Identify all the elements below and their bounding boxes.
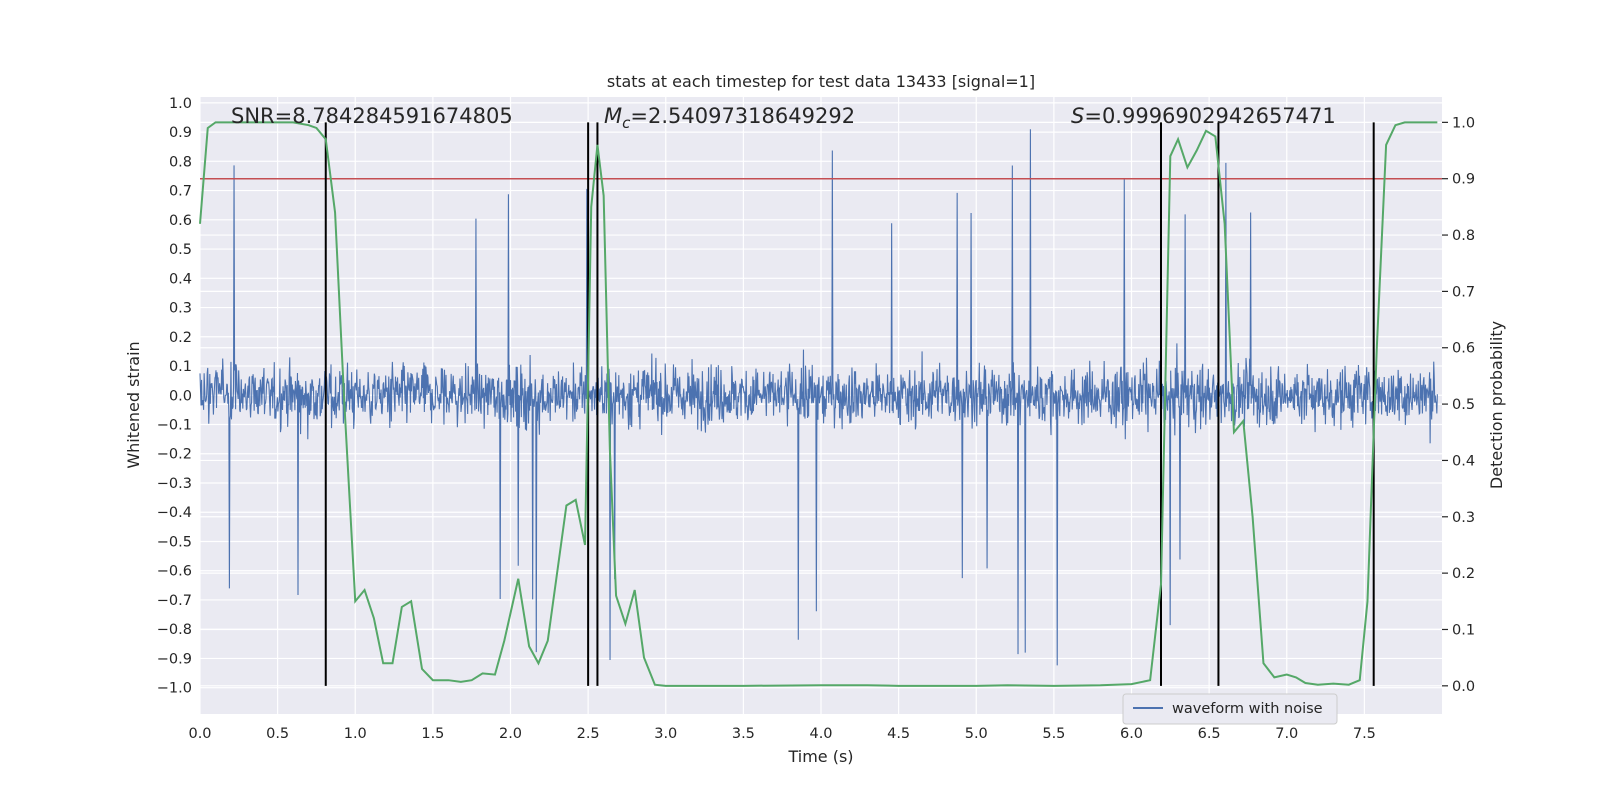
x-tick-label: 6.5 — [1198, 726, 1221, 742]
y-left-tick-label: 0.4 — [169, 271, 192, 287]
axis-ticks: 0.0 0.5 1.0 1.5 2.0 2.5 3.0 3.5 4.0 4.5 5.0 5.5 6.0 6… — [157, 96, 1475, 742]
x-tick-label: 3.0 — [654, 726, 677, 742]
y-right-tick-label: 0.3 — [1452, 510, 1475, 526]
y-axis-right-label: Detection probability — [1487, 321, 1506, 489]
x-tick-label: 7.0 — [1275, 726, 1298, 742]
y-left-tick-label: −0.6 — [157, 564, 192, 580]
y-left-tick-label: −1.0 — [157, 681, 192, 697]
y-left-tick-label: 0.6 — [169, 213, 192, 229]
y-right-tick-label: 0.4 — [1452, 453, 1475, 469]
x-tick-label: 6.0 — [1120, 726, 1143, 742]
y-left-tick-label: −0.9 — [157, 651, 192, 667]
y-right-tick-label: 0.9 — [1452, 172, 1475, 188]
x-tick-label: 3.5 — [732, 726, 755, 742]
y-left-tick-label: 0.5 — [169, 242, 192, 258]
y-right-tick-label: 0.8 — [1452, 228, 1475, 244]
y-left-tick-label: −0.1 — [157, 418, 192, 434]
waveform-series — [199, 129, 1438, 666]
y-left-tick-label: 0.1 — [169, 359, 192, 375]
y-left-tick-label: 0.3 — [169, 301, 192, 317]
x-tick-label: 5.0 — [965, 726, 988, 742]
legend-box — [1122, 693, 1338, 725]
x-tick-label: 1.0 — [344, 726, 367, 742]
snr-annotation: SNR=8.784284591674805 — [231, 104, 513, 128]
x-tick-label: 0.5 — [266, 726, 289, 742]
y-right-tick-label: 0.6 — [1452, 341, 1475, 357]
mc-annotation: Mc=2.54097318649292 — [604, 104, 855, 132]
y-left-tick-label: −0.4 — [157, 505, 192, 521]
y-left-tick-label: 0.8 — [169, 154, 192, 170]
x-tick-label: 2.0 — [499, 726, 522, 742]
x-tick-label: 5.5 — [1042, 726, 1065, 742]
y-left-tick-label: 1.0 — [169, 96, 192, 112]
mc-value: =2.54097318649292 — [630, 104, 855, 128]
mc-subscript: c — [622, 114, 631, 132]
mc-symbol: M — [604, 104, 622, 128]
y-left-tick-label: 0.2 — [169, 330, 192, 346]
y-left-tick-label: 0.0 — [169, 388, 192, 404]
y-right-tick-label: 0.2 — [1452, 566, 1475, 582]
legend-entry-waveform: waveform with noise — [1172, 701, 1323, 717]
chart-title: stats at each timestep for test data 134… — [607, 72, 1035, 91]
x-tick-label: 4.0 — [809, 726, 832, 742]
y-right-tick-label: 0.7 — [1452, 284, 1475, 300]
detection-probability-series — [199, 121, 1438, 687]
y-right-tick-label: 0.1 — [1452, 622, 1475, 638]
x-tick-label: 0.0 — [188, 726, 211, 742]
y-right-tick-label: 0.5 — [1452, 397, 1475, 413]
s-annotation: S=0.9996902942657471 — [1071, 104, 1336, 128]
legend: waveform with noise — [1122, 693, 1338, 725]
y-left-tick-label: −0.8 — [157, 622, 192, 638]
y-left-tick-label: −0.2 — [157, 447, 192, 463]
y-left-tick-label: 0.7 — [169, 184, 192, 200]
s-value: =0.9996902942657471 — [1084, 104, 1335, 128]
x-tick-label: 7.5 — [1353, 726, 1376, 742]
y-right-tick-label: 1.0 — [1452, 115, 1475, 131]
y-left-tick-label: −0.3 — [157, 476, 192, 492]
y-left-tick-label: −0.7 — [157, 593, 192, 609]
s-symbol: S — [1071, 104, 1084, 128]
x-tick-label: 2.5 — [577, 726, 600, 742]
y-left-tick-label: 0.9 — [169, 125, 192, 141]
x-axis-label: Time (s) — [787, 747, 853, 766]
probability-line — [199, 121, 1438, 687]
y-axis-left-label: Whitened strain — [124, 341, 143, 468]
x-tick-label: 1.5 — [421, 726, 444, 742]
x-tick-label: 4.5 — [887, 726, 910, 742]
y-right-tick-label: 0.0 — [1452, 679, 1475, 695]
y-left-tick-label: −0.5 — [157, 534, 192, 550]
waveform-line — [199, 129, 1438, 666]
